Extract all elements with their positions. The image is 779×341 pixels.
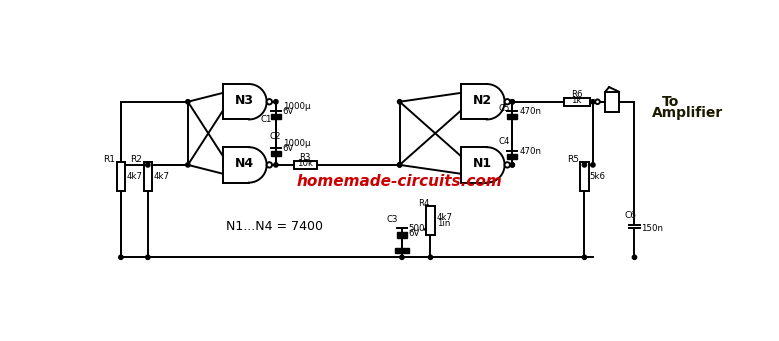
Bar bbox=[426, 206, 435, 235]
Text: C6: C6 bbox=[625, 211, 636, 220]
Text: 1000µ: 1000µ bbox=[283, 102, 310, 111]
Bar bbox=[117, 162, 125, 191]
Text: N1: N1 bbox=[473, 157, 492, 170]
Circle shape bbox=[397, 163, 402, 167]
Circle shape bbox=[428, 255, 432, 260]
Circle shape bbox=[397, 163, 402, 167]
Text: N2: N2 bbox=[473, 94, 492, 107]
Text: R6: R6 bbox=[571, 90, 583, 99]
Bar bbox=[397, 232, 407, 238]
Bar bbox=[143, 162, 152, 191]
Text: C4: C4 bbox=[499, 137, 510, 146]
Text: 1000µ: 1000µ bbox=[283, 139, 310, 148]
Circle shape bbox=[185, 163, 190, 167]
Polygon shape bbox=[605, 92, 619, 112]
Circle shape bbox=[510, 100, 514, 104]
Text: R2: R2 bbox=[131, 155, 143, 164]
Text: 1k: 1k bbox=[572, 96, 582, 105]
Bar bbox=[564, 98, 590, 106]
Bar bbox=[271, 115, 281, 119]
Circle shape bbox=[146, 163, 150, 167]
Text: To: To bbox=[661, 95, 679, 109]
Circle shape bbox=[582, 163, 587, 167]
Text: 150n: 150n bbox=[641, 224, 664, 233]
Text: R5: R5 bbox=[567, 155, 579, 164]
Circle shape bbox=[505, 162, 510, 167]
Text: 4k7: 4k7 bbox=[153, 172, 169, 181]
Text: C3: C3 bbox=[386, 215, 398, 224]
Bar bbox=[294, 161, 317, 169]
Circle shape bbox=[273, 163, 278, 167]
Circle shape bbox=[595, 100, 600, 104]
Text: R3: R3 bbox=[299, 153, 311, 162]
Circle shape bbox=[505, 99, 510, 104]
Text: 500µ: 500µ bbox=[409, 224, 431, 233]
Text: 5k6: 5k6 bbox=[590, 172, 606, 181]
Bar bbox=[271, 151, 281, 156]
Circle shape bbox=[397, 100, 402, 104]
Circle shape bbox=[146, 255, 150, 260]
Text: C1: C1 bbox=[260, 115, 272, 124]
Circle shape bbox=[510, 163, 514, 167]
Circle shape bbox=[510, 163, 514, 167]
Text: 1in: 1in bbox=[436, 219, 450, 228]
Circle shape bbox=[185, 100, 190, 104]
Text: C5: C5 bbox=[499, 104, 510, 113]
Text: 470n: 470n bbox=[519, 147, 541, 156]
Circle shape bbox=[590, 163, 595, 167]
Bar bbox=[507, 115, 517, 119]
Text: 10k: 10k bbox=[297, 159, 313, 168]
Text: 6V: 6V bbox=[283, 107, 294, 116]
Text: Amplifier: Amplifier bbox=[652, 105, 724, 120]
Circle shape bbox=[118, 255, 123, 260]
Circle shape bbox=[273, 100, 278, 104]
Text: 4k7: 4k7 bbox=[436, 213, 453, 222]
Circle shape bbox=[266, 162, 272, 167]
Text: 470n: 470n bbox=[519, 107, 541, 116]
Text: N3: N3 bbox=[235, 94, 255, 107]
Text: C2: C2 bbox=[270, 132, 281, 141]
Circle shape bbox=[510, 100, 514, 104]
Bar bbox=[507, 154, 517, 159]
Text: R4: R4 bbox=[418, 199, 429, 208]
Circle shape bbox=[400, 255, 404, 260]
Text: 4k7: 4k7 bbox=[126, 172, 143, 181]
Circle shape bbox=[590, 100, 595, 104]
Text: R1: R1 bbox=[104, 155, 115, 164]
Bar bbox=[580, 162, 589, 191]
Text: homemade-circuits.com: homemade-circuits.com bbox=[297, 174, 502, 189]
Text: N1...N4 = 7400: N1...N4 = 7400 bbox=[227, 220, 323, 233]
Bar bbox=[395, 248, 409, 253]
Circle shape bbox=[582, 255, 587, 260]
Circle shape bbox=[266, 99, 272, 104]
Circle shape bbox=[633, 255, 636, 260]
Text: N4: N4 bbox=[235, 157, 255, 170]
Text: 6V: 6V bbox=[409, 229, 420, 238]
Text: 6V: 6V bbox=[283, 144, 294, 153]
